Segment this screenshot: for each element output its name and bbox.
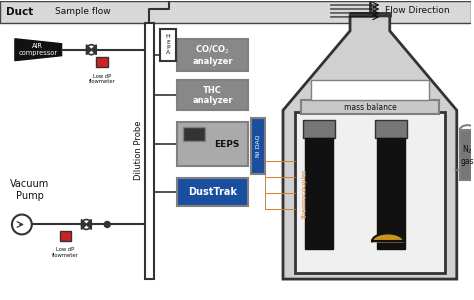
Bar <box>251 118 265 174</box>
Bar <box>303 120 335 138</box>
Text: Duct: Duct <box>6 7 33 17</box>
Text: H
E
P
A: H E P A <box>165 34 170 55</box>
Polygon shape <box>91 45 96 55</box>
Bar <box>377 138 405 249</box>
Text: wood: wood <box>383 225 403 234</box>
Polygon shape <box>283 16 457 279</box>
Text: thermocouples: thermocouples <box>302 168 308 218</box>
Text: Dilution Probe: Dilution Probe <box>134 120 143 180</box>
Bar <box>301 100 439 114</box>
Bar <box>145 23 154 279</box>
Circle shape <box>12 214 32 234</box>
Text: CO/CO$_2$
analyzer: CO/CO$_2$ analyzer <box>192 43 233 66</box>
Bar <box>177 178 248 206</box>
Text: mass balance: mass balance <box>344 103 396 112</box>
Text: Vacuum
Pump: Vacuum Pump <box>10 179 49 200</box>
Text: NI DAQ: NI DAQ <box>255 135 261 157</box>
Text: DustTrak: DustTrak <box>188 187 237 197</box>
Bar <box>295 112 445 273</box>
Bar <box>375 120 407 138</box>
Bar <box>311 80 429 100</box>
Bar <box>182 127 205 141</box>
Bar <box>96 57 108 67</box>
Bar <box>160 29 176 61</box>
Text: AIR
compressor: AIR compressor <box>18 43 57 56</box>
Bar <box>0 1 471 23</box>
Text: Low dP
flowmeter: Low dP flowmeter <box>52 247 79 258</box>
Bar <box>305 138 333 249</box>
Text: Flow Direction: Flow Direction <box>385 7 450 16</box>
Polygon shape <box>82 220 86 230</box>
Bar <box>60 231 72 242</box>
Circle shape <box>104 221 110 227</box>
Bar <box>177 39 248 70</box>
Polygon shape <box>15 39 62 61</box>
Text: Sample flow: Sample flow <box>55 8 110 16</box>
Text: EEPS: EEPS <box>214 140 239 148</box>
Bar <box>177 122 248 166</box>
Text: Low dP
flowmeter: Low dP flowmeter <box>89 74 116 84</box>
Bar <box>460 130 474 180</box>
Bar <box>177 80 248 110</box>
Text: N$_2$
gas: N$_2$ gas <box>461 143 474 167</box>
Text: THC
analyzer: THC analyzer <box>192 86 233 105</box>
Polygon shape <box>86 220 91 230</box>
Polygon shape <box>86 45 91 55</box>
